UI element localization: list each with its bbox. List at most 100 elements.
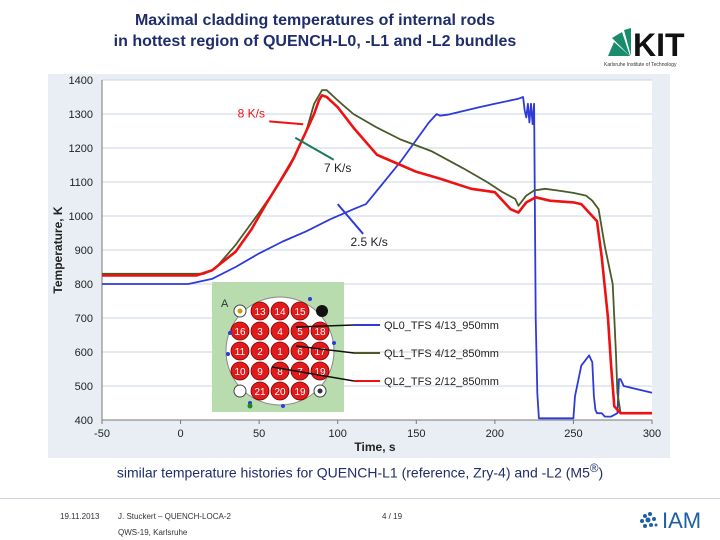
footer-date: 19.11.2013	[60, 512, 100, 521]
y-tick-label: 1100	[69, 177, 93, 189]
footer-divider	[0, 498, 720, 499]
slide-caption: similar temperature histories for QUENCH…	[0, 462, 720, 481]
rod	[270, 361, 290, 381]
footer-event: QWS-19, Karlsruhe	[118, 528, 188, 537]
title-line-1: Maximal cladding temperatures of interna…	[134, 12, 496, 29]
annotation-arrow-3	[336, 203, 364, 235]
y-tick-label: 1000	[69, 211, 93, 223]
rod-label: 18	[314, 327, 326, 338]
corner-rod	[233, 384, 247, 398]
legend-entry-2: QL1_TFS 4/12_850mm	[384, 348, 499, 360]
rod	[270, 321, 290, 341]
rod-label: 10	[234, 367, 246, 378]
legend: QL0_TFS 4/13_950mm QL1_TFS 4/12_850mm QL2_…	[271, 320, 499, 388]
corner-rod-core	[237, 308, 243, 314]
y-tick-label: 900	[75, 245, 93, 257]
corner-rod-core	[317, 388, 323, 394]
rod	[310, 341, 330, 361]
rod-label: 11	[235, 347, 246, 358]
caption-sup: ®	[589, 462, 599, 475]
rod	[250, 381, 270, 401]
legend-entry-3: QL2_TFS 2/12_850mm	[384, 376, 499, 388]
footer-page-number: 4 / 19	[382, 512, 403, 521]
rod	[270, 301, 290, 321]
rod	[250, 301, 270, 321]
rod-label: 21	[254, 387, 266, 398]
rod	[230, 361, 250, 381]
kit-logo-subtext: Karlsruhe Institute of Technology	[604, 62, 677, 68]
x-tick-labels: -50 0 50 100 150 200 250 300	[94, 428, 661, 440]
rod	[270, 341, 290, 361]
rod	[250, 361, 270, 381]
annotation-label-2: 7 K/s	[324, 161, 351, 175]
thermocouple-dot	[308, 297, 312, 301]
legend-pointer-3	[271, 366, 355, 382]
legend-entry-1: QL0_TFS 4/13_950mm	[384, 320, 499, 332]
thermocouple-dot	[281, 404, 285, 408]
x-tick-label: -50	[94, 428, 110, 440]
rod-label: 2	[257, 347, 263, 358]
rod-label: 6	[297, 347, 303, 358]
rod	[250, 321, 270, 341]
rod-label: 5	[297, 327, 303, 338]
rod-label: 19	[314, 367, 326, 378]
rod-label: 13	[254, 307, 266, 318]
y-tick-label: 800	[75, 279, 93, 291]
thermocouple-dot	[226, 352, 230, 356]
caption-text: similar temperature histories for QUENCH…	[116, 464, 590, 481]
y-tick-label: 1200	[69, 143, 93, 155]
annotation-label-1: 8 K/s	[238, 106, 265, 120]
rod	[230, 341, 250, 361]
thermocouple-dot	[247, 403, 253, 409]
kit-logo-icon	[608, 28, 631, 56]
y-tick-label: 500	[75, 381, 93, 393]
x-tick-label: 100	[329, 428, 347, 440]
x-tick-label: 250	[564, 428, 582, 440]
y-tick-label: 400	[75, 415, 93, 427]
y-tick-label: 1400	[69, 75, 93, 87]
rod-label: 4	[277, 327, 283, 338]
annotation-label-3: 2.5 K/s	[350, 235, 387, 249]
caption-end: )	[598, 464, 604, 481]
inset-label: A	[221, 298, 229, 310]
rod-label: 16	[234, 327, 246, 338]
series-line-1	[102, 96, 653, 420]
y-tick-labels: 400 500 600 700 800 900 1000 1100 1200 1300 1400	[69, 75, 93, 427]
iam-logo: IAM	[640, 508, 701, 533]
annotation-arrow-1	[269, 120, 304, 126]
corner-rod	[316, 305, 328, 317]
gridlines	[101, 79, 653, 424]
annotation-arrow-2	[294, 136, 335, 161]
x-tick-label: 150	[407, 428, 425, 440]
series-lines	[102, 89, 653, 420]
title-line-2: in hottest region of QUENCH-L0, -L1 and …	[113, 33, 517, 50]
rod	[230, 321, 250, 341]
annotations: 8 K/s 7 K/s 2.5 K/s	[238, 106, 388, 249]
rod-label: 15	[294, 307, 306, 318]
rod-label: 19	[294, 387, 306, 398]
rod	[270, 381, 290, 401]
x-tick-label: 200	[486, 428, 504, 440]
rod-label: 14	[274, 307, 286, 318]
rod	[250, 341, 270, 361]
rod	[290, 381, 310, 401]
x-tick-label: 0	[178, 428, 184, 440]
thermocouple-dot	[332, 341, 336, 345]
rod-label: 1	[277, 347, 283, 358]
kit-logo: KIT	[608, 27, 685, 63]
iam-logo-text: IAM	[662, 508, 701, 533]
x-tick-label: 300	[643, 428, 661, 440]
rod-label: 17	[314, 347, 326, 358]
legend-pointer-2	[295, 345, 355, 354]
rod-label: 9	[257, 367, 263, 378]
x-axis-label: Time, s	[354, 440, 395, 454]
rod-label: 3	[257, 327, 263, 338]
footer-author: J. Stuckert – QUENCH-LOCA-2	[118, 512, 231, 521]
rod	[290, 301, 310, 321]
bundle-cross-section: A131415163451811216171098719212019	[212, 282, 344, 412]
y-tick-label: 1300	[69, 109, 93, 121]
kit-logo-text: KIT	[633, 27, 685, 63]
legend-pointer-1	[295, 324, 355, 328]
y-axis-label: Temperature, K	[51, 206, 65, 293]
